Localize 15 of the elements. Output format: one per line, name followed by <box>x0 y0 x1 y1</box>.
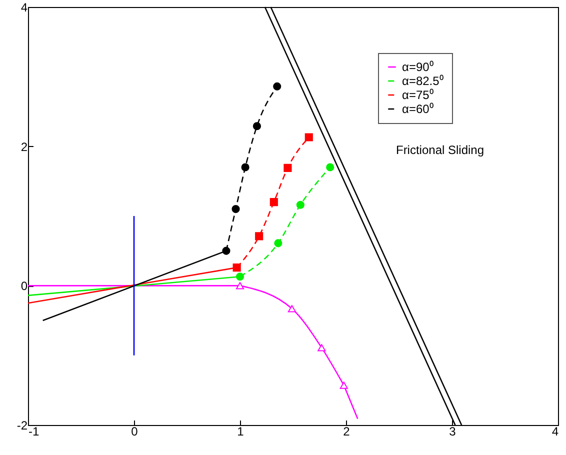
legend-label: α=75⁰ <box>402 88 434 102</box>
x-tick-label: 4 <box>552 424 559 438</box>
x-tick-label: 1 <box>237 424 244 438</box>
legend-label: α=82.5⁰ <box>402 74 444 88</box>
y-tick-label: 2 <box>20 140 28 154</box>
y-tick-label: -2 <box>16 418 28 432</box>
x-tick-label: -1 <box>28 424 40 438</box>
y-tick-label: 0 <box>20 279 28 294</box>
legend-label: α=90⁰ <box>402 60 434 74</box>
legend-label: α=60⁰ <box>402 102 434 116</box>
x-tick-label: 3 <box>449 424 456 438</box>
x-tick-label: 0 <box>131 424 138 438</box>
annotation: Frictional Sliding <box>396 143 484 157</box>
x-tick-label: 2 <box>343 424 350 438</box>
y-tick-label: 4 <box>20 0 28 14</box>
